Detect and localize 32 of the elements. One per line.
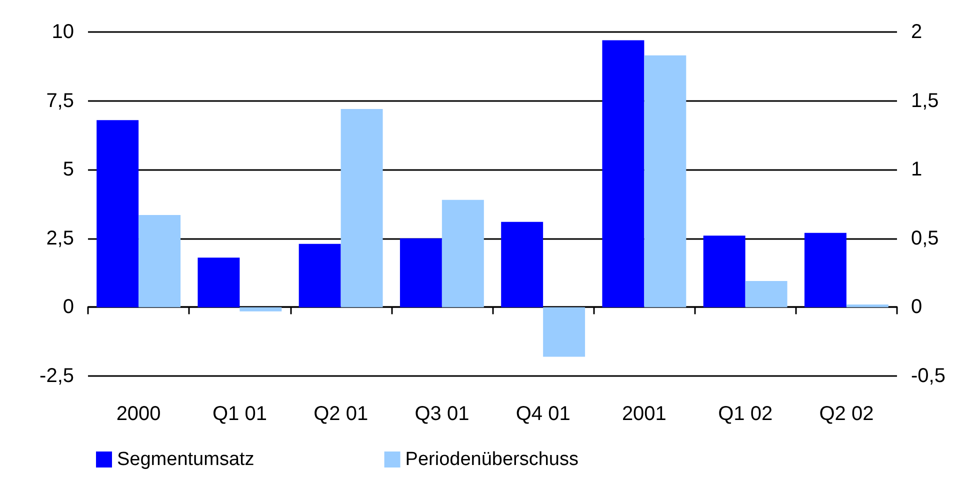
x-tick-label: 2001 [622, 403, 666, 425]
x-tick-label: 2000 [116, 403, 161, 425]
x-tick-label: Q1 01 [212, 403, 267, 425]
bar [240, 307, 282, 312]
y-tick-label: 10 [52, 21, 74, 43]
y2-tick-label: 1,5 [911, 90, 939, 112]
x-tick-label: Q3 01 [414, 403, 470, 425]
legend-label: Periodenüberschuss [405, 449, 579, 470]
y2-tick-label: 0 [911, 296, 922, 318]
x-tick-label: Q2 02 [819, 403, 874, 425]
bar [298, 244, 341, 308]
y2-tick-label: 1 [911, 158, 922, 181]
bar [846, 304, 888, 308]
y-tick-label: 2,5 [46, 227, 74, 250]
bar [198, 258, 240, 308]
x-tick-label: Q4 01 [516, 403, 570, 425]
bar [703, 236, 746, 308]
bar [543, 307, 586, 357]
x-tick-label: Q1 02 [718, 403, 773, 425]
y2-tick-label: 0,5 [911, 227, 939, 250]
bar [804, 232, 846, 308]
y-tick-label: 0 [62, 296, 74, 318]
y2-tick-label: -0,5 [911, 365, 946, 387]
bar [340, 109, 383, 308]
y-tick-label: -2,5 [40, 365, 74, 387]
y-tick-label: 7,5 [46, 90, 74, 112]
y2-tick-label: 2 [911, 21, 922, 43]
legend-label: Segmentumsatz [117, 449, 254, 470]
bar [501, 222, 544, 308]
x-tick-label: Q2 01 [314, 403, 368, 425]
bar [96, 120, 139, 308]
y-tick-label: 5 [62, 158, 74, 181]
